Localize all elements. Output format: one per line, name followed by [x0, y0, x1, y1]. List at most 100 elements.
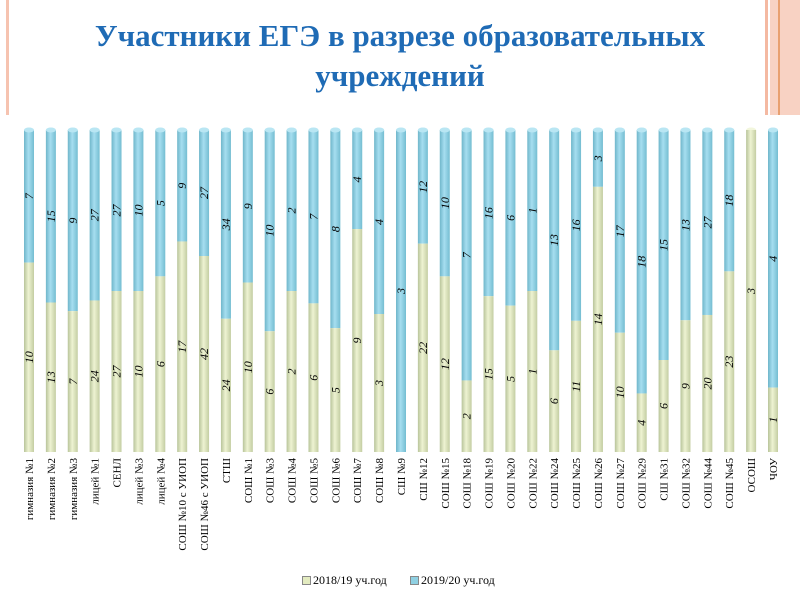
bar-2019-20 [89, 130, 100, 301]
bar-cap [286, 127, 297, 133]
bar-group [571, 127, 582, 452]
bar-cap [264, 127, 275, 133]
data-label-2019-20: 10 [438, 197, 452, 209]
bar-group [133, 127, 144, 452]
data-label-2019-20: 7 [22, 192, 36, 199]
bar-2019-20 [286, 130, 297, 291]
bar-2019-20 [724, 130, 735, 272]
bar-cap [396, 127, 406, 133]
bar-group [242, 127, 253, 452]
bar-group [439, 127, 450, 452]
bar-group [374, 127, 385, 452]
data-label-2019-20: 5 [153, 200, 167, 206]
data-label-2019-20: 12 [416, 181, 430, 193]
bar-group [527, 127, 538, 452]
data-label-2018-19: 10 [613, 386, 627, 398]
category-label: лицей №3 [133, 458, 145, 505]
data-label-2018-19: 20 [700, 377, 714, 389]
bar-2019-20 [308, 130, 319, 304]
bar-2018-19 [658, 360, 669, 452]
data-label-2019-20: 13 [678, 219, 692, 231]
category-label: лицей №1 [90, 458, 102, 505]
bar-2019-20 [330, 130, 341, 329]
data-label-2018-19: 4 [635, 420, 649, 426]
category-label: СОШ №7 [352, 458, 364, 504]
bar-group [24, 127, 34, 452]
data-label-2019-20: 27 [110, 204, 124, 217]
category-label: СОШ №3 [265, 458, 277, 504]
bar-cap [199, 127, 210, 133]
bar-cap [111, 127, 122, 133]
data-label-2019-20: 1 [525, 208, 539, 214]
bar-2019-20 [592, 130, 603, 187]
data-label-2018-19: 14 [591, 313, 605, 325]
data-label-2018-19: 6 [306, 375, 320, 381]
data-label-2019-20: 7 [306, 213, 320, 220]
bar-group [592, 127, 603, 452]
data-label-2019-20: 13 [547, 234, 561, 246]
bar-group [680, 127, 691, 452]
bar-2018-19 [680, 320, 691, 452]
bar-cap [439, 127, 450, 133]
bar-2019-20 [111, 130, 122, 291]
data-label-2018-19: 9 [350, 338, 364, 344]
data-label-2018-19: 24 [88, 370, 102, 382]
bar-group [417, 127, 428, 452]
bar-2018-19 [352, 229, 363, 452]
bar-group [308, 127, 319, 452]
right-decoration-stripes [765, 0, 800, 115]
bar-2018-19 [45, 302, 56, 452]
category-label: СШ №12 [418, 458, 430, 501]
bar-2018-19 [24, 262, 34, 452]
bar-2019-20 [483, 130, 494, 297]
bar-cap [330, 127, 341, 133]
bar-2019-20 [374, 130, 385, 314]
data-label-2019-20: 27 [700, 215, 714, 228]
bar-2019-20 [352, 130, 363, 230]
bar-group [396, 127, 406, 452]
data-label-2018-19: 2 [460, 413, 474, 419]
bar-2019-20 [505, 130, 516, 306]
bar-group [45, 127, 56, 452]
category-label: СОШ №32 [680, 458, 692, 509]
data-label-2018-19: 6 [657, 403, 671, 409]
category-label: СШ №31 [659, 458, 671, 501]
category-label: СОШ №25 [571, 458, 583, 509]
category-label: СТШ [221, 458, 233, 483]
data-label-2019-20: 4 [350, 177, 364, 183]
bar-2018-19 [768, 387, 778, 452]
bar-cap [724, 127, 735, 133]
bar-group [746, 127, 757, 452]
data-label-2019-20: 27 [88, 208, 102, 221]
data-label-2018-19: 6 [263, 389, 277, 395]
bar-2019-20 [527, 130, 538, 291]
bar-2019-20 [571, 130, 582, 321]
bar-cap [155, 127, 166, 133]
data-label-2019-20: 3 [394, 288, 408, 295]
bar-2018-19 [724, 271, 735, 452]
data-label-2019-20: 3 [591, 155, 605, 162]
data-label-2019-20: 9 [241, 203, 255, 209]
data-label-2018-19: 15 [482, 368, 496, 380]
data-label-2019-20: 16 [569, 219, 583, 231]
bar-cap [352, 127, 363, 133]
bar-group [636, 127, 647, 452]
bar-group [199, 127, 210, 452]
data-label-2018-19: 10 [131, 366, 145, 378]
bar-cap [658, 127, 669, 133]
category-label: ОСОШ [746, 458, 758, 492]
category-label: СОШ №45 [724, 458, 736, 509]
bar-cap [417, 127, 428, 133]
bar-2019-20 [636, 130, 647, 394]
data-label-2019-20: 10 [131, 205, 145, 217]
bar-group [549, 127, 560, 452]
category-label: СОШ №10 с УИОП [177, 458, 189, 551]
category-label: СОШ №8 [374, 458, 386, 504]
bar-group [264, 127, 275, 452]
category-label: СОШ №18 [462, 458, 474, 509]
data-label-2018-19: 7 [66, 378, 80, 385]
bar-cap [483, 127, 494, 133]
data-label-2019-20: 2 [285, 208, 299, 214]
bar-2019-20 [702, 130, 713, 315]
